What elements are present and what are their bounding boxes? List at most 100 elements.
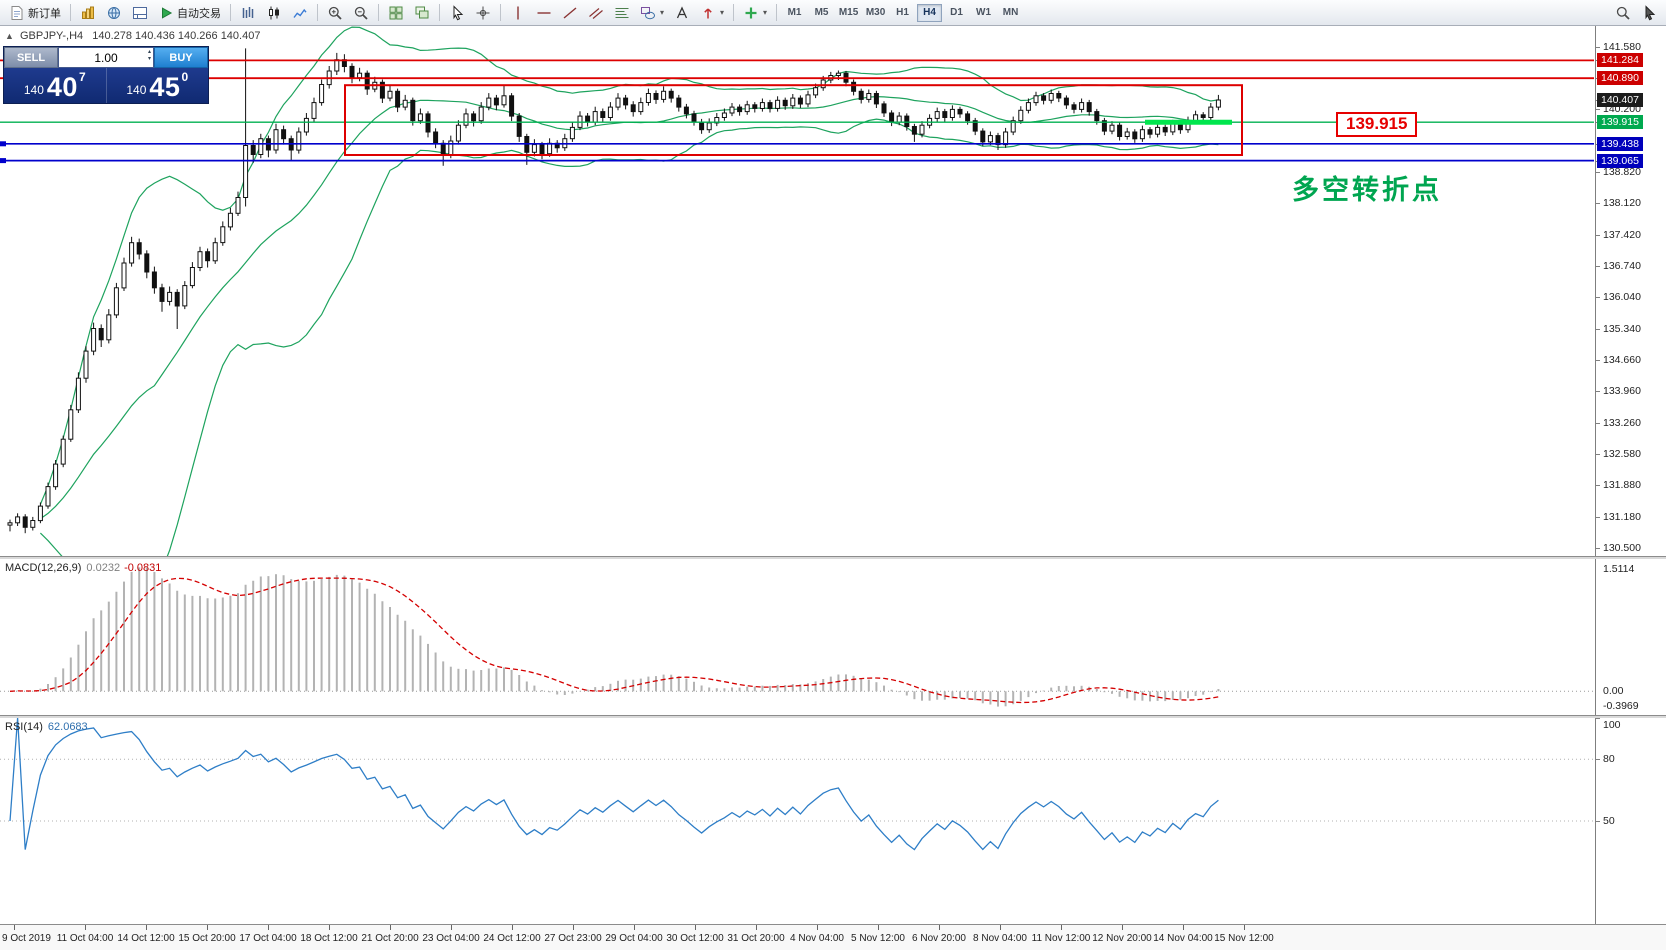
one-click-trading-panel: SELL 1.00 ▴ ▾ BUY 140 40 7 140 45 0: [3, 46, 209, 104]
price-axis-label: 136.740: [1603, 260, 1641, 272]
turning-point-annotation[interactable]: 多空转折点: [1292, 175, 1442, 205]
arrows-button[interactable]: ▾: [696, 1, 728, 25]
main-chart-panel: 141.580 141.284 140.890 140.407 140.200 139.9…: [0, 26, 1666, 556]
rsi-chart-surface[interactable]: [0, 718, 1594, 924]
time-axis-tick: [878, 925, 879, 930]
timeframe-w1-button[interactable]: W1: [976, 7, 992, 18]
horizontal-line-button[interactable]: [532, 1, 556, 25]
price-callout-139915[interactable]: 139.915: [1336, 112, 1418, 137]
time-axis-label: 31 Oct 20:00: [727, 933, 785, 944]
new-order-button[interactable]: 新订单: [5, 1, 65, 25]
volume-spin-buttons[interactable]: ▴ ▾: [148, 49, 151, 63]
price-axis-label: 131.180: [1603, 511, 1641, 523]
rsi-splitter[interactable]: [0, 715, 1666, 718]
collapse-trade-panel-icon[interactable]: ▲: [5, 31, 14, 41]
price-axis-label: 130.500: [1603, 542, 1641, 554]
toolbar-separator: [317, 4, 318, 21]
text-button[interactable]: [670, 1, 694, 25]
volume-stepper[interactable]: 1.00 ▴ ▾: [58, 47, 154, 68]
price-axis-tick: [1596, 297, 1600, 298]
toolbar-separator: [776, 4, 778, 21]
textA-icon: [674, 5, 690, 21]
indicator-icon: [743, 5, 759, 21]
candlestick-chart-button[interactable]: [262, 1, 286, 25]
volume-up-icon[interactable]: ▴: [147, 49, 151, 55]
time-axis-tick: [756, 925, 757, 930]
zoomout-icon: [353, 5, 369, 21]
cursor-button[interactable]: [445, 1, 469, 25]
dropdown-caret-icon: ▾: [720, 8, 725, 17]
price-axis[interactable]: 141.580 141.284 140.890 140.407 140.200 139.9…: [1595, 26, 1666, 556]
shapes-button[interactable]: ▾: [636, 1, 668, 25]
price-chart-surface[interactable]: [0, 26, 1594, 556]
buy-button[interactable]: BUY: [154, 47, 208, 68]
time-axis-tick: [695, 925, 696, 930]
time-axis-label: 24 Oct 12:00: [483, 933, 541, 944]
macd-splitter[interactable]: [0, 556, 1666, 559]
timeframe-m15-button[interactable]: M15: [838, 7, 859, 18]
vertical-line-button[interactable]: [506, 1, 530, 25]
price-axis-label: 133.960: [1603, 385, 1641, 397]
pointer-mode-button[interactable]: [1637, 1, 1661, 25]
line-chart-button[interactable]: [288, 1, 312, 25]
cascade-windows-button[interactable]: [410, 1, 434, 25]
toolbar-separator: [70, 4, 71, 21]
rsi-axis[interactable]: 100 80 50: [1595, 718, 1666, 924]
timeframe-m1-button[interactable]: M1: [787, 7, 802, 18]
bar-chart-button[interactable]: [236, 1, 260, 25]
indicators-button[interactable]: ▾: [739, 1, 771, 25]
rsi-label: RSI(14) 62.0683: [5, 721, 88, 733]
price-axis-tick: [1596, 203, 1600, 204]
symbol-period-label: GBPJPY-,H4: [19, 30, 84, 42]
sell-price-big-figure: 140: [23, 83, 44, 97]
timeframe-h4-button[interactable]: H4: [917, 3, 943, 22]
price-axis-tick: [1596, 329, 1600, 330]
rsi-line: [9, 718, 1219, 851]
rsi-axis-label: 80: [1603, 753, 1615, 765]
doc-icon: [9, 5, 25, 21]
sell-button[interactable]: SELL: [4, 47, 58, 68]
time-axis-label: 14 Oct 12:00: [117, 933, 175, 944]
arrow-icon: [700, 5, 716, 21]
hline-icon: [536, 5, 552, 21]
price-tag-red: 141.284: [1597, 53, 1643, 67]
crosshair-button[interactable]: [471, 1, 495, 25]
macd-axis[interactable]: 1.5114 0.00 -0.3969: [1595, 559, 1666, 715]
tile-windows-button[interactable]: [384, 1, 408, 25]
dropdown-caret-icon: ▾: [660, 8, 665, 17]
play-icon: [158, 5, 174, 21]
price-axis-label: 134.660: [1603, 354, 1641, 366]
timeframe-d1-button[interactable]: D1: [950, 7, 963, 18]
navigator-button[interactable]: [102, 1, 126, 25]
terminal-button[interactable]: [128, 1, 152, 25]
time-axis-tick: [451, 925, 452, 930]
toolbar-separator: [378, 4, 379, 21]
rsi-axis-tick: [1596, 821, 1600, 822]
timeframe-m5-button[interactable]: M5: [814, 7, 829, 18]
volume-down-icon[interactable]: ▾: [147, 56, 151, 62]
time-axis-tick: [14, 925, 15, 930]
equidistant-channel-button[interactable]: [584, 1, 608, 25]
trendline-button[interactable]: [558, 1, 582, 25]
timeframe-m30-button[interactable]: M30: [865, 7, 886, 18]
time-axis-label: 17 Oct 04:00: [239, 933, 297, 944]
zoom-to-button[interactable]: [1611, 1, 1635, 25]
macd-chart-surface[interactable]: [0, 559, 1594, 715]
time-axis-label: 5 Nov 12:00: [851, 933, 905, 944]
zoom-in-button[interactable]: [323, 1, 347, 25]
zoom-out-button[interactable]: [349, 1, 373, 25]
timeframe-h1-button[interactable]: H1: [896, 7, 909, 18]
price-axis-label: 133.260: [1603, 417, 1641, 429]
time-axis-label: 29 Oct 04:00: [605, 933, 663, 944]
volume-value[interactable]: 1.00: [94, 50, 118, 65]
timeframe-mn-button[interactable]: MN: [1002, 7, 1019, 18]
time-axis[interactable]: 9 Oct 2019 11 Oct 04:00 14 Oct 12:00 15 Oct…: [0, 924, 1666, 950]
time-axis-label: 18 Oct 12:00: [300, 933, 358, 944]
price-axis-tick: [1596, 47, 1600, 48]
market-watch-button[interactable]: [76, 1, 100, 25]
autotrading-button[interactable]: 自动交易: [154, 1, 225, 25]
range-box[interactable]: [344, 84, 1243, 157]
price-axis-label: 137.420: [1603, 229, 1641, 241]
fibonacci-button[interactable]: [610, 1, 634, 25]
sell-price-display: 140 40 7: [4, 68, 107, 103]
